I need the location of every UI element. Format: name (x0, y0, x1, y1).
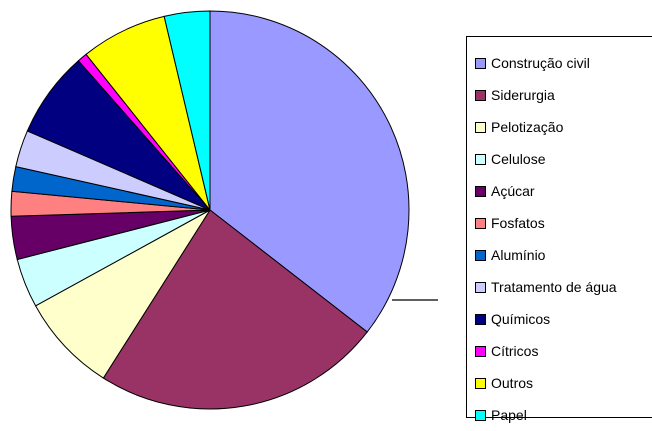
legend-item: Pelotização (475, 111, 652, 143)
legend-label: Fosfatos (491, 215, 545, 231)
legend-item: Cítricos (475, 335, 652, 367)
legend-swatch (475, 409, 486, 421)
legend-item: Químicos (475, 303, 652, 335)
legend-label: Construção civil (491, 55, 590, 71)
legend-label: Pelotização (491, 119, 564, 135)
pie-slice-2 (34, 209, 211, 379)
pie-slice-0 (209, 10, 410, 333)
legend-label: Siderurgia (491, 87, 555, 103)
legend-item: Outros (475, 367, 652, 399)
legend-swatch (475, 89, 486, 101)
pie-chart (10, 10, 438, 410)
legend-label: Papel (491, 407, 527, 423)
legend-item: Alumínio (475, 239, 652, 271)
legend-swatch (475, 345, 486, 357)
legend-label: Celulose (491, 151, 546, 167)
legend-label: Alumínio (491, 247, 546, 263)
legend-label: Tratamento de água (491, 279, 617, 295)
legend-item: Fosfatos (475, 207, 652, 239)
legend-swatch (475, 313, 486, 325)
chart-area: Construção civil Siderurgia Pelotização Cel… (10, 10, 652, 423)
pie-slice-11 (163, 10, 211, 211)
legend-item: Construção civil (475, 47, 652, 79)
pie-slice-1 (102, 209, 368, 410)
legend-item: Celulose (475, 143, 652, 175)
legend-swatch (475, 217, 486, 229)
legend-swatch (475, 377, 486, 389)
legend-swatch (475, 121, 486, 133)
legend-item: Tratamento de água (475, 271, 652, 303)
legend-swatch (475, 57, 486, 69)
legend-label: Químicos (491, 311, 551, 327)
legend-label: Outros (491, 375, 534, 391)
legend-item: Açúcar (475, 175, 652, 207)
legend-swatch (475, 281, 486, 293)
legend-swatch (475, 153, 486, 165)
legend: Construção civil Siderurgia Pelotização Cel… (466, 36, 652, 423)
legend-label: Açúcar (491, 183, 535, 199)
legend-swatch (475, 185, 486, 197)
legend-item: Papel (475, 399, 652, 431)
legend-label: Cítricos (491, 343, 539, 359)
legend-swatch (475, 249, 486, 261)
legend-item: Siderurgia (475, 79, 652, 111)
